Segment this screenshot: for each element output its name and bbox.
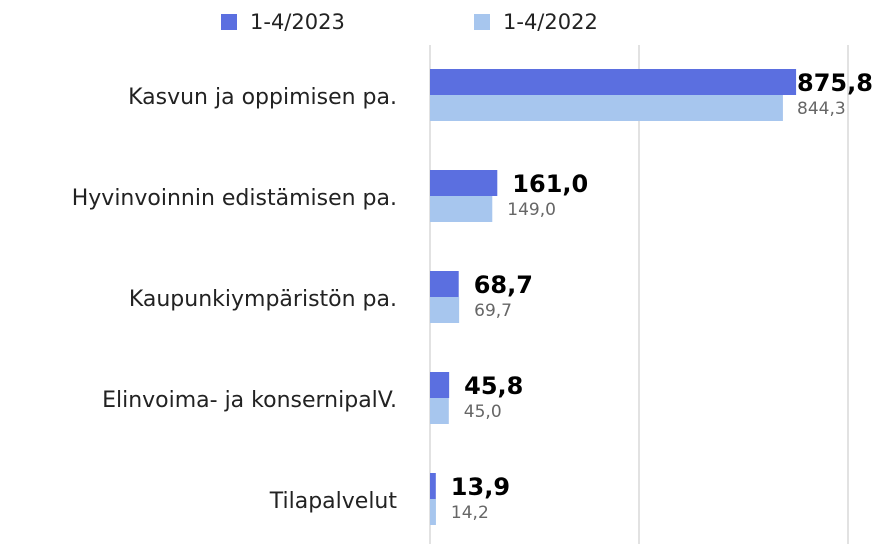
bar bbox=[430, 398, 449, 424]
value-label: 161,0 bbox=[512, 170, 588, 198]
value-label: 69,7 bbox=[474, 301, 512, 321]
value-label: 149,0 bbox=[507, 200, 556, 220]
category-label: Hyvinvoinnin edistämisen pa. bbox=[72, 186, 397, 211]
value-label: 844,3 bbox=[797, 99, 846, 119]
bar bbox=[430, 473, 436, 499]
value-label: 13,9 bbox=[451, 473, 510, 501]
value-label: 14,2 bbox=[451, 503, 489, 523]
value-label: 45,0 bbox=[464, 402, 502, 422]
legend-swatch bbox=[221, 14, 237, 30]
category-label: Tilapalvelut bbox=[269, 489, 398, 514]
bar bbox=[430, 95, 783, 121]
category-label: Kaupunkiympäristön pa. bbox=[129, 287, 397, 312]
value-label: 68,7 bbox=[474, 271, 533, 299]
bar bbox=[430, 297, 460, 323]
value-label: 875,8 bbox=[797, 69, 873, 97]
bar bbox=[430, 372, 450, 398]
bar bbox=[430, 69, 797, 95]
bar bbox=[430, 170, 498, 196]
category-label: Kasvun ja oppimisen pa. bbox=[128, 85, 397, 110]
legend-label: 1-4/2023 bbox=[250, 10, 345, 34]
legend-swatch bbox=[474, 14, 490, 30]
category-label: Elinvoima- ja konsernipalV. bbox=[102, 388, 397, 413]
value-label: 45,8 bbox=[464, 372, 523, 400]
bar bbox=[430, 499, 436, 525]
bar bbox=[430, 196, 493, 222]
legend-label: 1-4/2022 bbox=[503, 10, 598, 34]
bar bbox=[430, 271, 459, 297]
